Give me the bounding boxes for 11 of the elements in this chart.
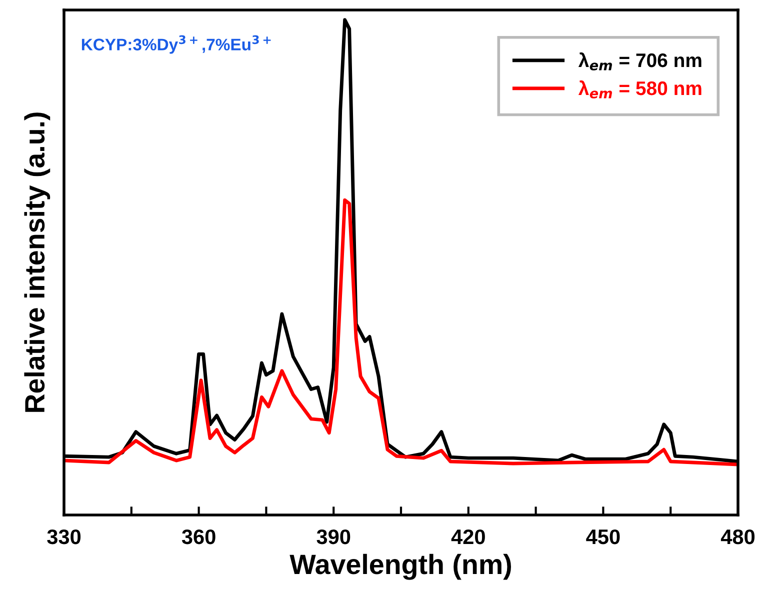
legend-label: λ$_{em}$ = 706 nm	[578, 52, 702, 70]
x-tick-label: 330	[47, 529, 81, 544]
annotation: KCYP:3%Dy$^{3+}$,7%Eu$^{3+}$	[82, 35, 271, 54]
x-tick-label: 450	[586, 529, 620, 544]
legend-label: λ$_{em}$ = 580 nm	[578, 80, 702, 98]
x-tick-label: 480	[720, 529, 755, 544]
y-axis-title: Relative intensity (a.u.)	[24, 112, 50, 412]
x-axis-title: Wavelength (nm)	[290, 554, 511, 580]
x-tick-label: 360	[182, 529, 216, 544]
x-tick-label: 390	[316, 529, 350, 544]
x-tick-label: 420	[451, 529, 485, 544]
